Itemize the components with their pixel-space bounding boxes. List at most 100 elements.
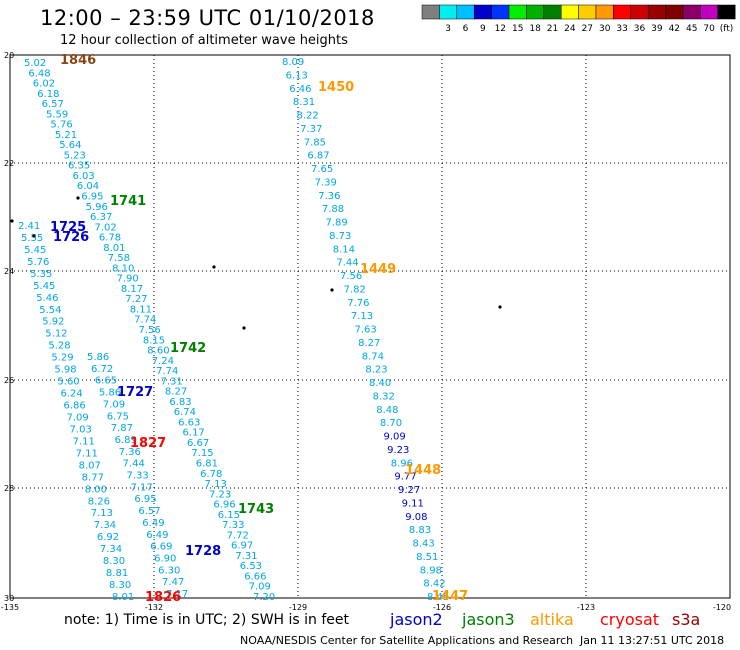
track-a-wave-height: 7.56 — [139, 325, 161, 336]
track-c-wave-height: 7.44 — [123, 459, 145, 470]
pass-time-label: 1827 — [130, 436, 166, 451]
pass-time-label: 1727 — [117, 385, 153, 400]
island-dot — [212, 265, 216, 269]
satellite-s3a-label: s3a — [672, 610, 701, 629]
pass-time-label: 1448 — [405, 463, 441, 478]
track-a-wave-height: 6.74 — [174, 407, 196, 418]
track-d-wave-height: 8.45 — [427, 592, 449, 603]
color-scale-bar: 3 6 9 12 15 18 21 24 27 30 33 36 39 42 45 70 (ft) — [421, 4, 736, 34]
track-b-wave-height: 6.86 — [63, 401, 85, 412]
track-a-wave-height: 6.97 — [231, 541, 253, 552]
satellite-cryosat-label: cryosat — [600, 610, 660, 629]
island-dot — [76, 196, 80, 200]
longitude-tick-label: -135 — [1, 603, 19, 612]
track-c-wave-height: 7.17 — [130, 482, 152, 493]
track-d-wave-height: 9.23 — [387, 445, 409, 456]
pass-time-label: 1447 — [432, 589, 468, 604]
track-b-wave-height: 5.35 — [30, 269, 52, 280]
track-b-wave-height: 5.45 — [33, 281, 55, 292]
colorbar-label: 39 — [651, 24, 663, 34]
island-markers — [10, 196, 502, 330]
track-a-wave-height: 6.67 — [187, 438, 209, 449]
track-a-wave-height: 6.18 — [37, 89, 59, 100]
track-b-wave-height: 7.34 — [100, 544, 122, 555]
colorbar-swatch — [613, 4, 632, 20]
track-a-wave-height: 7.31 — [235, 551, 257, 562]
track-c-wave-height: 6.89 — [115, 435, 137, 446]
track-d-wave-height: 6.87 — [307, 151, 329, 162]
track-a-wave-height: 6.57 — [42, 99, 64, 110]
track-a-wave-height: 8.15 — [143, 335, 165, 346]
track-a-wave-height: 7.72 — [227, 530, 249, 541]
track-b-wave-height: 8.00 — [85, 484, 107, 495]
track-d-wave-height: 8.51 — [416, 552, 438, 563]
track-b-wave-height: 2.41 — [18, 221, 40, 232]
colorbar-swatch — [456, 4, 475, 20]
track-a-wave-height: 7.02 — [94, 222, 116, 233]
track-a-wave-height: 7.31 — [161, 376, 183, 387]
track-c-wave-height: 7.09 — [103, 399, 125, 410]
track-d-wave-height: 8.98 — [420, 565, 442, 576]
island-dot — [330, 288, 334, 292]
colorbar-label: 15 — [512, 24, 523, 34]
track-a-wave-height: 7.13 — [205, 479, 227, 490]
track-d-wave-height: 7.89 — [326, 218, 348, 229]
track-c-wave-height: 6.49 — [142, 518, 164, 529]
colorbar-label: 3 — [445, 24, 451, 34]
track-d-wave-height: 8.23 — [365, 365, 387, 376]
wave-height-tracks: 5.026.486.026.186.575.595.765.215.645.23… — [18, 57, 449, 603]
track-a-wave-height: 6.15 — [218, 510, 240, 521]
colorbar-swatch — [682, 4, 701, 20]
track-c-wave-height: 6.30 — [158, 565, 180, 576]
longitude-tick-label: -126 — [433, 603, 451, 612]
track-d-wave-height: 8.31 — [293, 97, 315, 108]
track-b-wave-height: 7.13 — [91, 508, 113, 519]
track-b-wave-height: 8.01 — [112, 592, 134, 603]
track-a-wave-height: 7.74 — [156, 366, 178, 377]
track-d-wave-height: 8.83 — [409, 525, 431, 536]
track-d-wave-height: 9.11 — [402, 498, 424, 509]
track-d-wave-height: 8.09 — [282, 57, 304, 68]
longitude-tick-label: -123 — [577, 603, 595, 612]
colorbar-swatch — [595, 4, 614, 20]
track-b-wave-height: 7.03 — [70, 424, 92, 435]
track-c-wave-height: 6.75 — [107, 411, 129, 422]
pass-time-label: 1726 — [53, 230, 89, 245]
track-b-wave-height: 7.11 — [73, 436, 95, 447]
colorbar-swatch — [439, 4, 458, 20]
track-b-wave-height: 5.12 — [45, 329, 67, 340]
track-d-wave-height: 9.77 — [394, 472, 416, 483]
track-b-wave-height: 7.11 — [76, 448, 98, 459]
colorbar-label: 24 — [564, 24, 576, 34]
track-a-wave-height: 6.53 — [240, 561, 262, 572]
track-d-wave-height: 8.14 — [333, 244, 355, 255]
track-a-wave-height: 5.21 — [55, 130, 77, 141]
track-d-wave-height: 8.22 — [297, 111, 319, 122]
page-subtitle: 12 hour collection of altimeter wave hei… — [60, 33, 348, 48]
track-b-wave-height: 6.92 — [97, 532, 119, 543]
latitude-tick-label: 30 — [4, 594, 14, 603]
track-b-wave-height: 7.34 — [94, 520, 116, 531]
colorbar-swatch — [717, 4, 736, 20]
colorbar-label: 12 — [495, 24, 506, 34]
timestamp-text: Jan 11 13:27:51 UTC 2018 — [580, 634, 725, 647]
longitude-tick-label: -129 — [289, 603, 307, 612]
colorbar-label: 21 — [547, 24, 558, 34]
longitude-tick-label: -120 — [713, 603, 731, 612]
track-a-wave-height: 7.27 — [125, 294, 147, 305]
track-b-wave-height: 5.92 — [42, 317, 64, 328]
axis-tick-labels: -135 -132 -129 -126 -123 -120 20 22 24 26 28 30 — [1, 51, 731, 612]
track-a-wave-height: 7.74 — [134, 315, 156, 326]
track-d-wave-height: 8.43 — [413, 539, 435, 550]
track-a-wave-height: 5.64 — [59, 140, 81, 151]
track-c-wave-height: 7.36 — [119, 447, 141, 458]
track-d-wave-height: 8.73 — [329, 231, 351, 242]
track-b-wave-height: 5.29 — [51, 353, 73, 364]
track-b-wave-height: 5.98 — [54, 365, 76, 376]
track-c-wave-height: 6.49 — [146, 530, 168, 541]
track-a-wave-height: 6.04 — [77, 181, 99, 192]
track-b-wave-height: 5.54 — [39, 305, 61, 316]
colorbar-swatch — [560, 4, 579, 20]
footer-note: note: 1) Time is in UTC; 2) SWH is in fe… — [64, 612, 350, 628]
